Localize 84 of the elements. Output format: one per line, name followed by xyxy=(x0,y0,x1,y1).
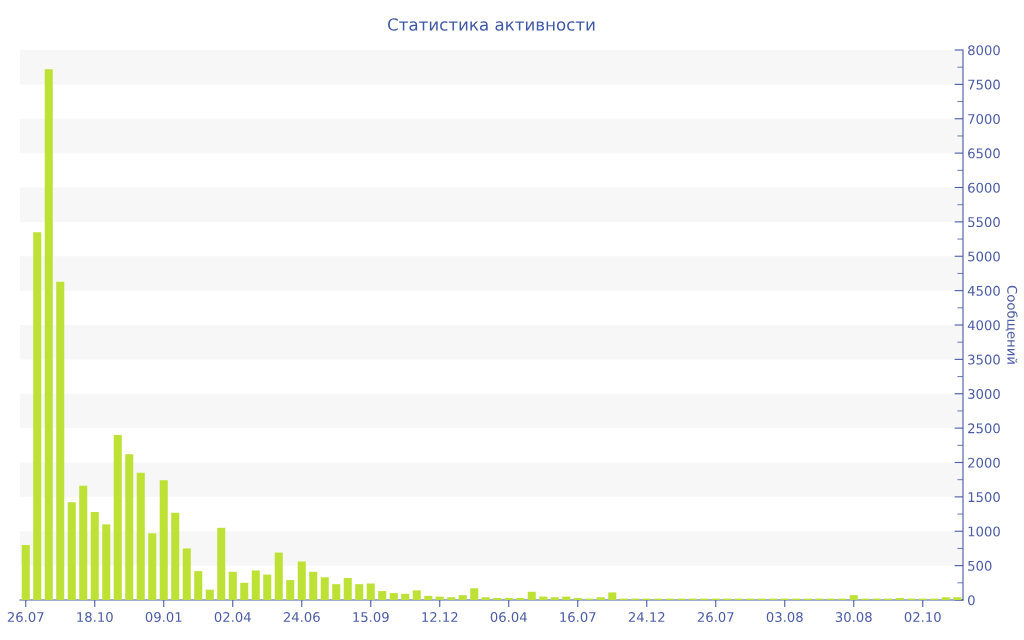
y-tick-label: 5000 xyxy=(968,251,1000,262)
bar xyxy=(217,527,226,600)
bar xyxy=(941,597,950,600)
y-tick-label: 4000 xyxy=(967,320,1000,331)
x-tick-label: 06.04 xyxy=(490,612,527,623)
bar xyxy=(79,485,88,600)
bar xyxy=(44,69,53,600)
y-tick-label: 2500 xyxy=(968,423,1000,434)
bar xyxy=(527,591,536,600)
x-tick-label: 18.10 xyxy=(77,612,113,623)
bar xyxy=(251,570,260,600)
bar xyxy=(21,545,30,600)
y-tick-label: 1500 xyxy=(968,492,1000,503)
bar xyxy=(56,281,65,600)
bar xyxy=(343,578,352,600)
bar xyxy=(309,571,318,600)
bar xyxy=(504,597,513,600)
bar xyxy=(286,580,295,600)
bar xyxy=(125,454,134,600)
y-axis-title: Сообщений xyxy=(1005,285,1018,364)
chart-title: Статистика активности xyxy=(388,18,595,31)
bar xyxy=(608,592,617,600)
y-tick-label: 8000 xyxy=(968,45,1000,56)
x-tick-label: 16.07 xyxy=(560,612,596,623)
y-tick-label: 1000 xyxy=(968,526,1000,537)
y-tick-label: 500 xyxy=(968,560,992,571)
y-tick-label: 7500 xyxy=(968,79,1000,90)
bar xyxy=(67,502,76,600)
bar xyxy=(332,584,341,600)
bar xyxy=(355,584,364,600)
bar xyxy=(378,591,387,600)
bar xyxy=(424,595,433,600)
bar xyxy=(412,590,421,600)
bar xyxy=(366,583,375,600)
x-tick-label: 02.04 xyxy=(214,612,251,623)
x-tick-label: 26.07 xyxy=(7,612,44,623)
bar xyxy=(849,595,858,600)
bar xyxy=(159,480,168,600)
y-tick-label: 3000 xyxy=(968,388,1000,399)
bar xyxy=(550,597,559,600)
y-tick-label: 2000 xyxy=(968,457,1000,468)
bar xyxy=(274,552,283,600)
x-tick-label: 24.06 xyxy=(283,612,320,623)
y-tick-label: 3500 xyxy=(968,354,1000,365)
bar xyxy=(389,593,398,600)
x-tick-label: 30.08 xyxy=(835,612,872,623)
y-tick-label: 4500 xyxy=(967,285,1000,296)
bar xyxy=(458,595,467,600)
bar xyxy=(90,512,99,600)
bar xyxy=(102,524,111,600)
bar xyxy=(33,232,42,600)
bar xyxy=(401,593,410,600)
y-tick-label: 6000 xyxy=(968,182,1000,193)
y-tick-label: 5500 xyxy=(968,217,1000,228)
y-tick-label: 6500 xyxy=(968,148,1000,159)
bar xyxy=(493,597,502,600)
bar xyxy=(263,574,272,600)
bar xyxy=(895,597,904,600)
x-tick-label: 12.12 xyxy=(422,612,458,622)
bar xyxy=(171,512,180,600)
bar xyxy=(573,597,582,600)
bar xyxy=(516,597,525,600)
y-tick-label: 7000 xyxy=(968,113,1000,124)
x-tick-label: 03.08 xyxy=(766,612,803,623)
bar xyxy=(205,589,214,600)
bar xyxy=(240,582,249,600)
bar xyxy=(481,597,490,600)
bar xyxy=(194,571,203,600)
bar xyxy=(447,597,456,600)
bar xyxy=(320,577,329,600)
x-tick-label: 24.12 xyxy=(628,612,665,622)
bar xyxy=(148,533,157,600)
bar xyxy=(228,571,237,600)
bar xyxy=(297,561,306,600)
bar xyxy=(113,435,122,600)
bar xyxy=(136,472,145,600)
x-tick-label: 09.01 xyxy=(145,612,182,623)
bar xyxy=(182,548,191,600)
bar xyxy=(596,597,605,600)
x-tick-label: 15.09 xyxy=(353,612,389,623)
x-tick-label: 26.07 xyxy=(697,612,734,623)
y-tick-label: 0 xyxy=(968,595,975,606)
x-tick-label: 02.10 xyxy=(904,612,941,623)
bar xyxy=(470,588,479,600)
